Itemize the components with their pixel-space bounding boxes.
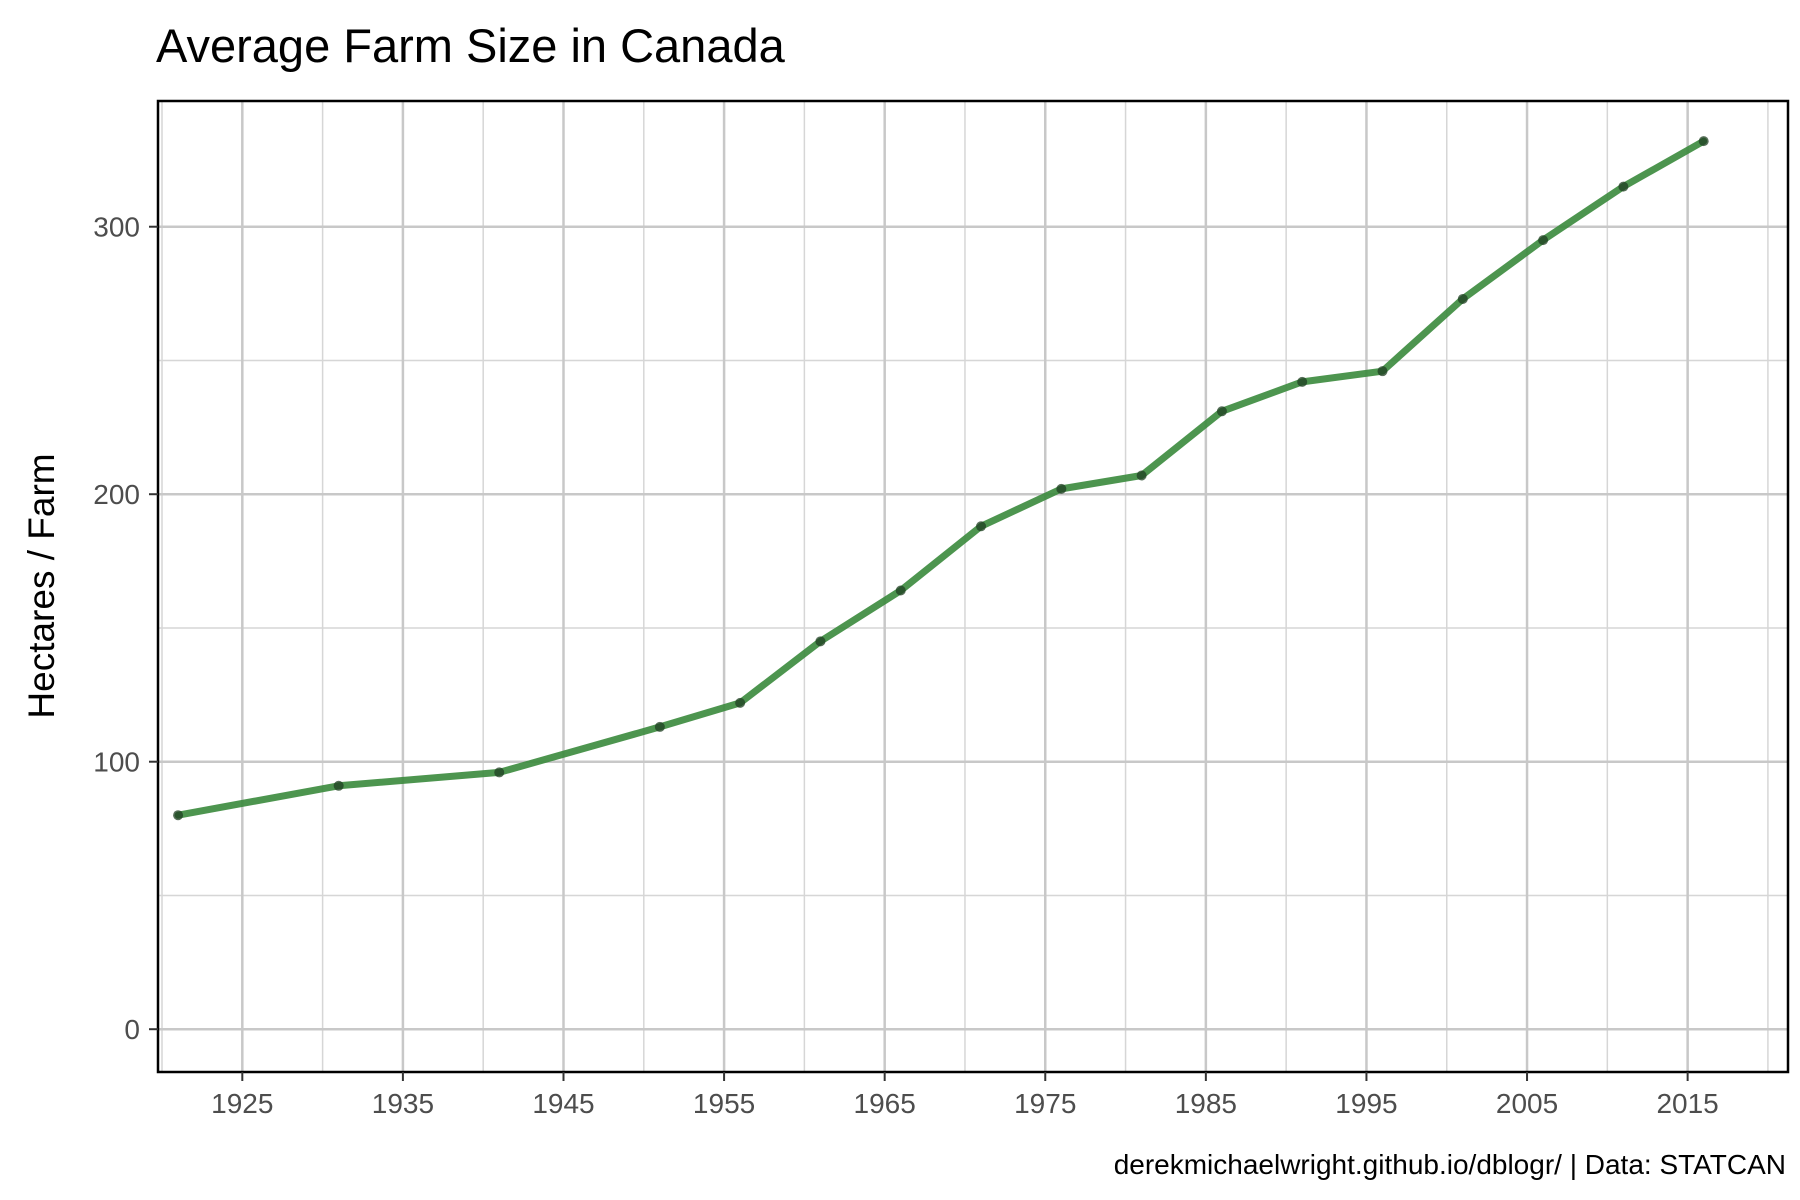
data-point — [1457, 293, 1468, 304]
x-tick-label: 1995 — [1335, 1088, 1397, 1119]
plot-panel-border — [156, 99, 1790, 1074]
data-point — [735, 697, 746, 708]
y-tick-label: 100 — [93, 747, 140, 778]
caption: derekmichaelwright.github.io/dblogr/ | D… — [1114, 1149, 1786, 1180]
x-tick-label: 2015 — [1656, 1088, 1718, 1119]
series-layer — [173, 136, 1709, 821]
data-point — [1056, 483, 1067, 494]
x-tick-label: 1965 — [854, 1088, 916, 1119]
x-tick-label: 1975 — [1014, 1088, 1076, 1119]
data-point — [1618, 181, 1629, 192]
y-axis-title: Hectares / Farm — [21, 453, 62, 718]
data-point — [1297, 376, 1308, 387]
x-tick-label: 1935 — [372, 1088, 434, 1119]
axis-tick-labels: 1925 1935 1945 1955 1965 1975 1985 1995 2005 2015… — [93, 212, 1718, 1119]
data-point — [654, 721, 665, 732]
data-point — [1538, 235, 1549, 246]
data-point — [1136, 470, 1147, 481]
x-tick-label: 1945 — [532, 1088, 594, 1119]
data-point — [1216, 406, 1227, 417]
data-point — [333, 780, 344, 791]
data-point — [1698, 136, 1709, 147]
data-point — [895, 585, 906, 596]
chart-title: Average Farm Size in Canada — [156, 19, 786, 72]
minor-gridlines — [158, 101, 1788, 1072]
x-tick-label: 1955 — [693, 1088, 755, 1119]
y-tick-label: 300 — [93, 212, 140, 243]
data-point — [494, 767, 505, 778]
y-tick-label: 200 — [93, 479, 140, 510]
x-tick-label: 1985 — [1175, 1088, 1237, 1119]
axis-ticks — [149, 225, 1689, 1081]
y-tick-label: 0 — [124, 1014, 140, 1045]
data-point — [815, 636, 826, 647]
x-tick-label: 1925 — [211, 1088, 273, 1119]
data-point — [173, 810, 184, 821]
x-tick-label: 2005 — [1496, 1088, 1558, 1119]
series-line — [174, 137, 1708, 819]
data-point — [1377, 366, 1388, 377]
major-gridlines — [158, 101, 1788, 1072]
data-point — [976, 521, 987, 532]
